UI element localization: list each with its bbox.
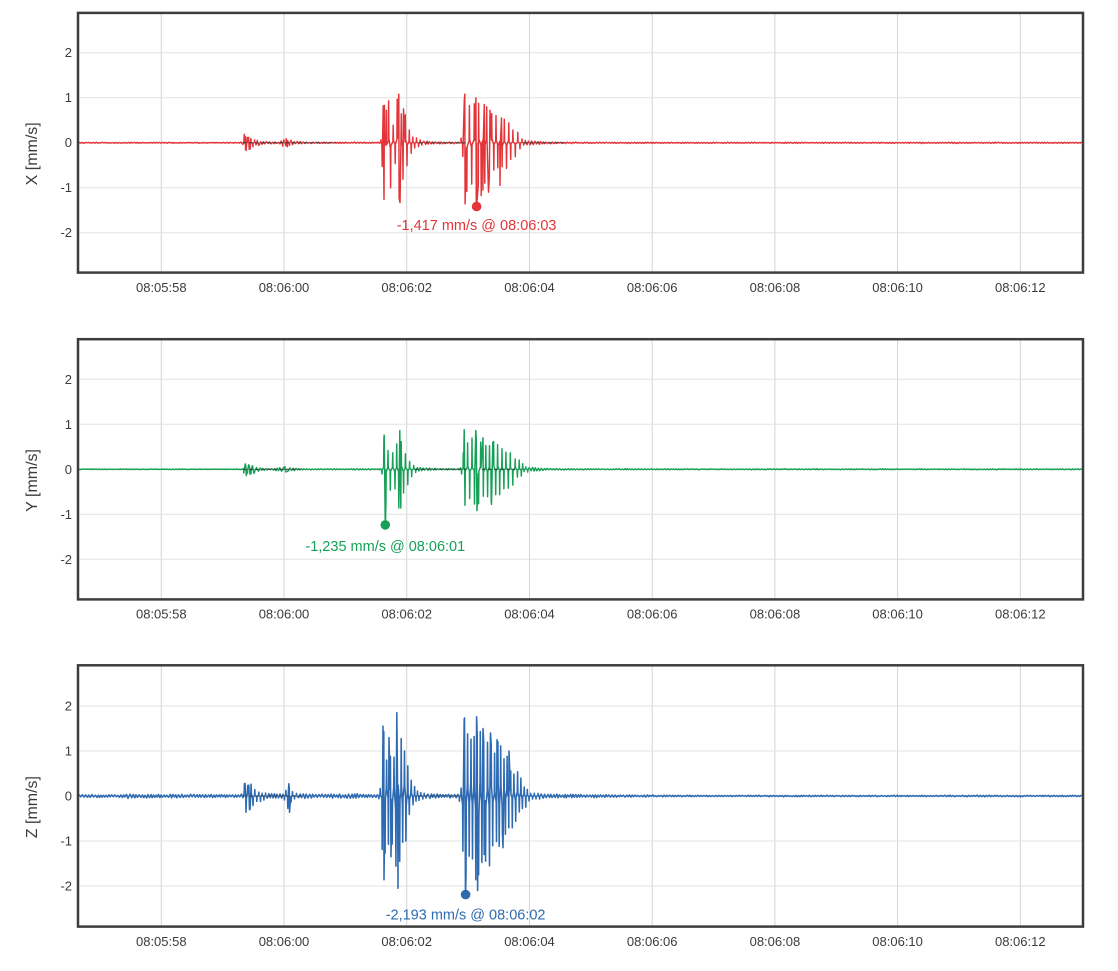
svg-text:08:05:58: 08:05:58 bbox=[136, 280, 187, 295]
svg-text:08:05:58: 08:05:58 bbox=[136, 607, 187, 622]
svg-text:08:06:10: 08:06:10 bbox=[872, 607, 923, 622]
svg-text:2: 2 bbox=[65, 699, 72, 714]
svg-text:-2: -2 bbox=[60, 225, 72, 240]
svg-text:-2: -2 bbox=[60, 552, 72, 567]
svg-text:Z [mm/s]: Z [mm/s] bbox=[24, 776, 41, 838]
svg-text:-1,235 mm/s @ 08:06:01: -1,235 mm/s @ 08:06:01 bbox=[305, 539, 465, 555]
svg-text:08:06:10: 08:06:10 bbox=[872, 280, 923, 295]
svg-text:-1: -1 bbox=[60, 507, 72, 522]
svg-text:1: 1 bbox=[65, 417, 72, 432]
svg-text:1: 1 bbox=[65, 90, 72, 105]
svg-text:-2: -2 bbox=[60, 879, 72, 894]
svg-text:0: 0 bbox=[65, 462, 72, 477]
svg-text:08:06:06: 08:06:06 bbox=[627, 607, 678, 622]
svg-text:08:06:12: 08:06:12 bbox=[995, 280, 1046, 295]
svg-text:-1: -1 bbox=[60, 180, 72, 195]
svg-text:08:06:06: 08:06:06 bbox=[627, 280, 678, 295]
svg-text:08:06:02: 08:06:02 bbox=[381, 934, 432, 949]
svg-text:08:06:04: 08:06:04 bbox=[504, 280, 555, 295]
svg-text:08:06:00: 08:06:00 bbox=[259, 280, 310, 295]
svg-text:08:06:04: 08:06:04 bbox=[504, 934, 555, 949]
svg-text:08:06:02: 08:06:02 bbox=[381, 607, 432, 622]
svg-text:08:06:12: 08:06:12 bbox=[995, 934, 1046, 949]
svg-text:08:06:00: 08:06:00 bbox=[259, 934, 310, 949]
svg-text:08:06:08: 08:06:08 bbox=[750, 934, 801, 949]
svg-text:-1,417 mm/s @ 08:06:03: -1,417 mm/s @ 08:06:03 bbox=[397, 218, 557, 234]
svg-text:08:06:08: 08:06:08 bbox=[750, 607, 801, 622]
svg-text:-2,193 mm/s @ 08:06:02: -2,193 mm/s @ 08:06:02 bbox=[386, 908, 546, 924]
svg-text:08:06:00: 08:06:00 bbox=[259, 607, 310, 622]
svg-text:0: 0 bbox=[65, 789, 72, 804]
svg-text:1: 1 bbox=[65, 744, 72, 759]
svg-text:08:06:08: 08:06:08 bbox=[750, 280, 801, 295]
svg-text:08:06:10: 08:06:10 bbox=[872, 934, 923, 949]
svg-text:2: 2 bbox=[65, 372, 72, 387]
svg-text:08:06:04: 08:06:04 bbox=[504, 607, 555, 622]
svg-text:X [mm/s]: X [mm/s] bbox=[24, 122, 41, 185]
svg-text:Y [mm/s]: Y [mm/s] bbox=[24, 449, 41, 512]
svg-text:2: 2 bbox=[65, 45, 72, 60]
svg-text:08:06:12: 08:06:12 bbox=[995, 607, 1046, 622]
svg-text:08:06:06: 08:06:06 bbox=[627, 934, 678, 949]
svg-text:08:05:58: 08:05:58 bbox=[136, 934, 187, 949]
svg-text:-1: -1 bbox=[60, 834, 72, 849]
svg-text:0: 0 bbox=[65, 135, 72, 150]
svg-text:08:06:02: 08:06:02 bbox=[381, 280, 432, 295]
